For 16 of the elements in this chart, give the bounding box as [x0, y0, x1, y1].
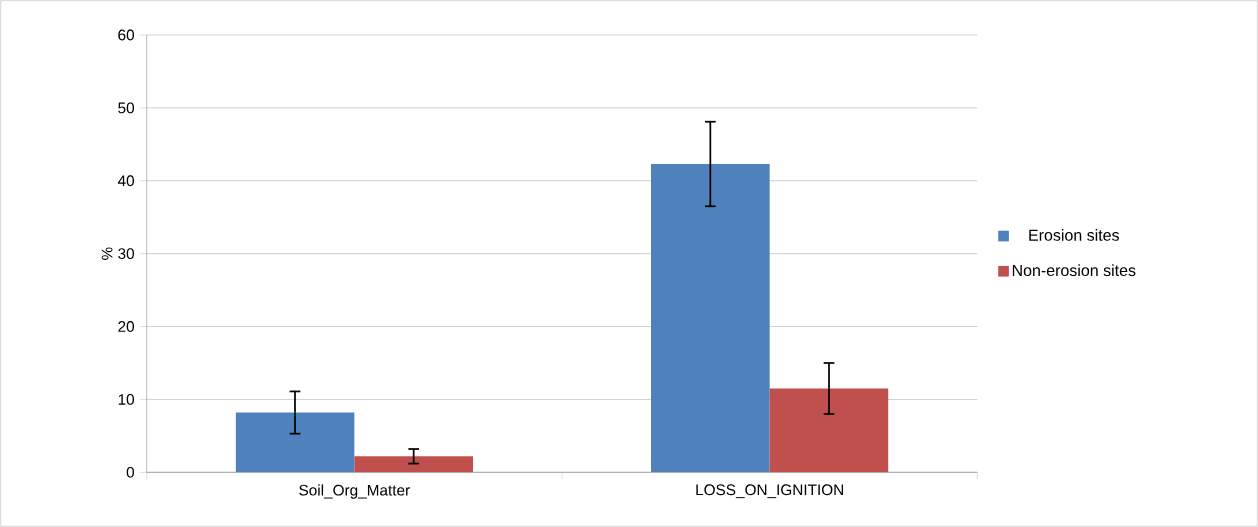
y-tick-label: 60: [118, 29, 135, 41]
y-tick-label: 20: [118, 321, 135, 332]
legend-label: Non-erosion sites: [1012, 264, 1136, 277]
bar: [354, 456, 474, 473]
x-tick-label: LOSS_ON_IGNITION: [696, 484, 843, 499]
bar: [651, 164, 770, 473]
y-tick-label: 50: [118, 102, 135, 114]
y-tick-label: 40: [117, 175, 135, 187]
y-tick-label: 10: [118, 394, 135, 405]
x-tick-label: Soil_Org_Matter: [299, 484, 410, 499]
y-axis-title: %: [101, 247, 113, 260]
y-tick-label: 30: [118, 248, 135, 260]
y-tick-label: 0: [126, 466, 135, 478]
bar: [235, 412, 355, 473]
legend-label: Erosion sites: [1029, 229, 1119, 241]
bar: [769, 388, 889, 473]
